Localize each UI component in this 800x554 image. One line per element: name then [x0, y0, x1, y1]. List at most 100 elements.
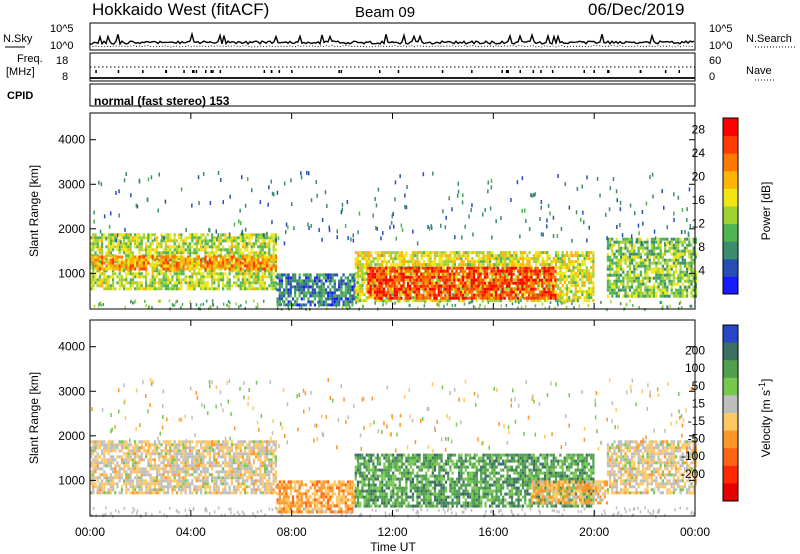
scatter-cell — [442, 275, 445, 279]
freq-tick-low: 8 — [62, 71, 68, 83]
scatter-cell — [378, 272, 381, 276]
scatter-cell — [449, 251, 452, 255]
scatter-cell — [329, 273, 332, 277]
scatter-cell — [655, 267, 658, 271]
scatter-cell — [162, 272, 165, 276]
scatter-cell — [609, 279, 612, 283]
scatter-cell — [125, 172, 127, 177]
scatter-cell — [635, 279, 638, 283]
scatter-cell — [392, 260, 395, 264]
scatter-cell — [572, 263, 575, 267]
scatter-cell — [342, 291, 345, 295]
scatter-cell — [378, 281, 381, 285]
scatter-cell — [508, 254, 511, 258]
scatter-cell — [217, 264, 220, 268]
scatter-cell — [497, 284, 500, 288]
scatter-cell — [224, 264, 227, 268]
scatter-cell — [504, 263, 507, 267]
scatter-cell — [359, 251, 362, 255]
scatter-cell — [400, 293, 404, 297]
scatter-cell — [103, 269, 106, 273]
scatter-cell — [219, 239, 222, 243]
scatter-cell — [241, 278, 244, 282]
scatter-cell — [211, 248, 214, 252]
scatter-cell — [385, 260, 388, 264]
scatter-cell — [464, 293, 467, 297]
scatter-cell — [502, 272, 505, 276]
scatter-cell — [228, 284, 231, 288]
scatter-cell — [480, 269, 483, 273]
scatter-cell — [376, 272, 379, 276]
scatter-cell — [252, 251, 255, 255]
scatter-cell — [639, 288, 642, 292]
scatter-cell — [370, 260, 373, 264]
scatter-cell — [425, 281, 428, 285]
scatter-cell — [138, 179, 141, 184]
scatter-cell — [367, 278, 370, 282]
scatter-cell — [437, 284, 440, 288]
scatter-cell — [409, 254, 412, 258]
scatter-cell — [431, 263, 434, 267]
scatter-cell — [526, 260, 529, 264]
scatter-cell — [320, 300, 323, 304]
scatter-cell — [158, 263, 161, 267]
scatter-cell — [305, 294, 308, 298]
scatter-cell — [561, 284, 564, 288]
scatter-cell — [197, 236, 200, 240]
scatter-cell — [470, 296, 473, 300]
scatter-cell — [371, 266, 374, 270]
scatter-cell — [400, 278, 403, 282]
scatter-cell — [461, 296, 465, 300]
freq-mark — [506, 70, 508, 73]
scatter-cell — [116, 233, 119, 238]
scatter-cell — [688, 187, 691, 192]
scatter-cell — [554, 269, 557, 273]
scatter-cell — [228, 245, 231, 249]
scatter-cell — [442, 266, 445, 270]
scatter-cell — [401, 227, 404, 232]
scatter-cell — [639, 273, 642, 277]
scatter-cell — [197, 255, 200, 259]
scatter-cell — [96, 261, 99, 265]
scatter-cell — [354, 257, 357, 261]
scatter-cell — [151, 275, 154, 279]
scatter-cell — [93, 219, 95, 224]
noise-sky-label: N.Sky — [3, 33, 33, 45]
scatter-cell — [455, 293, 458, 297]
scatter-cell — [574, 251, 577, 255]
scatter-cell — [488, 251, 492, 255]
scatter-cell — [186, 236, 189, 240]
scatter-cell — [439, 278, 443, 282]
scatter-cell — [263, 272, 266, 276]
scatter-cell — [252, 254, 255, 258]
scatter-cell — [590, 257, 593, 261]
scatter-cell — [193, 260, 196, 264]
scatter-cell — [484, 208, 486, 213]
scatter-cell — [158, 172, 160, 177]
scatter-cell — [169, 233, 172, 237]
scatter-cell — [107, 278, 110, 282]
scatter-cell — [481, 284, 484, 288]
scatter-cell — [506, 251, 509, 255]
scatter-cell — [406, 287, 410, 291]
scatter-cell — [631, 240, 634, 244]
scatter-cell — [688, 261, 691, 265]
scatter-cell — [491, 299, 494, 303]
scatter-cell — [96, 278, 99, 282]
scatter-cell — [244, 248, 247, 252]
scatter-cell — [313, 279, 317, 283]
scatter-cell — [116, 275, 119, 279]
noise-search-label: N.Search — [746, 33, 792, 45]
scatter-cell — [508, 287, 511, 291]
scatter-cell — [300, 303, 303, 307]
scatter-cell — [235, 263, 238, 267]
scatter-cell — [672, 276, 675, 280]
freq-mark — [640, 70, 642, 73]
scatter-cell — [200, 278, 203, 282]
scatter-cell — [561, 257, 564, 261]
scatter-cell — [414, 272, 417, 276]
scatter-cell — [590, 266, 593, 270]
scatter-cell — [171, 284, 174, 288]
scatter-cell — [541, 287, 544, 291]
scatter-cell — [425, 290, 428, 294]
